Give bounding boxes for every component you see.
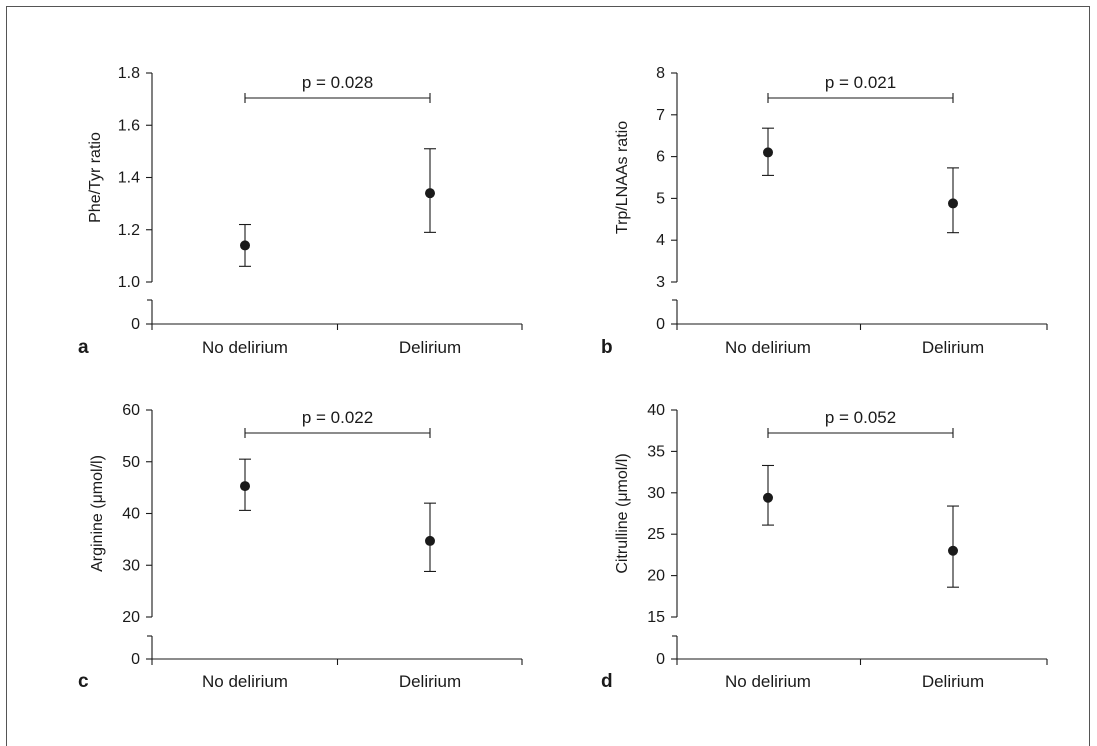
panel-a-data-point (240, 240, 250, 251)
panel-c-y-axis-label: Arginine (μmol/l) (89, 455, 106, 572)
panel-b-category-label: No delirium (725, 338, 811, 357)
panel-d-y-tick-label: 15 (647, 609, 665, 626)
panel-b-category-label: Delirium (922, 338, 984, 357)
panel-d-data-point (763, 492, 773, 503)
panel-d-p-value: p = 0.052 (825, 408, 896, 427)
panel-b-y-tick-label: 0 (656, 316, 665, 333)
panel-a-category-label: No delirium (202, 338, 288, 357)
panel-d-category-label: No delirium (725, 672, 811, 691)
panel-a-y-tick-label: 1.6 (118, 117, 140, 134)
panel-b-y-axis-label: Trp/LNAAs ratio (614, 121, 631, 234)
panel-a-y-tick-label: 1.4 (118, 170, 140, 187)
panel-c-significance-bracket (244, 428, 431, 438)
panel-d-category-label: Delirium (922, 672, 984, 691)
panel-d-y-tick-label: 0 (656, 651, 665, 668)
panel-d-data-point (948, 545, 958, 556)
figure-frame (6, 6, 1090, 746)
panel-b-data-point (763, 147, 773, 158)
panel-a-significance-bracket (244, 93, 431, 103)
panel-a-y-tick-label: 1.8 (118, 65, 140, 82)
panel-c-y-tick-label: 40 (122, 506, 140, 523)
panel-c-y-tick-label: 50 (122, 454, 140, 471)
panel-c-p-value: p = 0.022 (302, 408, 373, 427)
panel-b-y-tick-label: 4 (656, 232, 665, 249)
panel-c-data-point (425, 535, 435, 546)
panel-c-y-tick-label: 60 (122, 402, 140, 419)
panel-a-y-axis-label: Phe/Tyr ratio (87, 132, 104, 223)
panel-d-y-tick-label: 30 (647, 485, 665, 502)
panel-b-letter: b (601, 337, 613, 358)
panel-a-y-tick-label: 1.0 (118, 274, 140, 291)
panel-c-y-tick-label: 20 (122, 609, 140, 626)
panel-d-y-tick-label: 35 (647, 443, 665, 460)
panel-a-y-tick-label: 1.2 (118, 222, 140, 239)
panel-a-category-label: Delirium (399, 338, 461, 357)
panel-d-y-axis-label: Citrulline (μmol/l) (614, 453, 631, 573)
panel-d-significance-bracket (767, 428, 954, 438)
panel-b-significance-bracket (767, 93, 954, 103)
panel-a-letter: a (78, 337, 89, 358)
panel-b-y-tick-label: 6 (656, 149, 665, 166)
panel-b-y-tick-label: 5 (656, 190, 665, 207)
panel-d-y-tick-label: 40 (647, 402, 665, 419)
panel-b-p-value: p = 0.021 (825, 73, 896, 92)
panel-c-category-label: Delirium (399, 672, 461, 691)
panel-c-data-point (240, 481, 250, 492)
panel-b-y-tick-label: 8 (656, 65, 665, 82)
panel-c-y-tick-label: 0 (131, 651, 140, 668)
panel-d-y-tick-label: 20 (647, 568, 665, 585)
panel-c-letter: c (78, 671, 89, 692)
panel-a-data-point (425, 188, 435, 199)
panel-d-letter: d (601, 671, 613, 692)
panel-a-y-tick-label: 0 (131, 316, 140, 333)
panel-b-y-tick-label: 7 (656, 107, 665, 124)
panel-b-data-point (948, 198, 958, 209)
panel-c-y-tick-label: 30 (122, 557, 140, 574)
panel-b-y-tick-label: 3 (656, 274, 665, 291)
panel-a-p-value: p = 0.028 (302, 73, 373, 92)
panel-d-y-tick-label: 25 (647, 526, 665, 543)
panel-c-category-label: No delirium (202, 672, 288, 691)
